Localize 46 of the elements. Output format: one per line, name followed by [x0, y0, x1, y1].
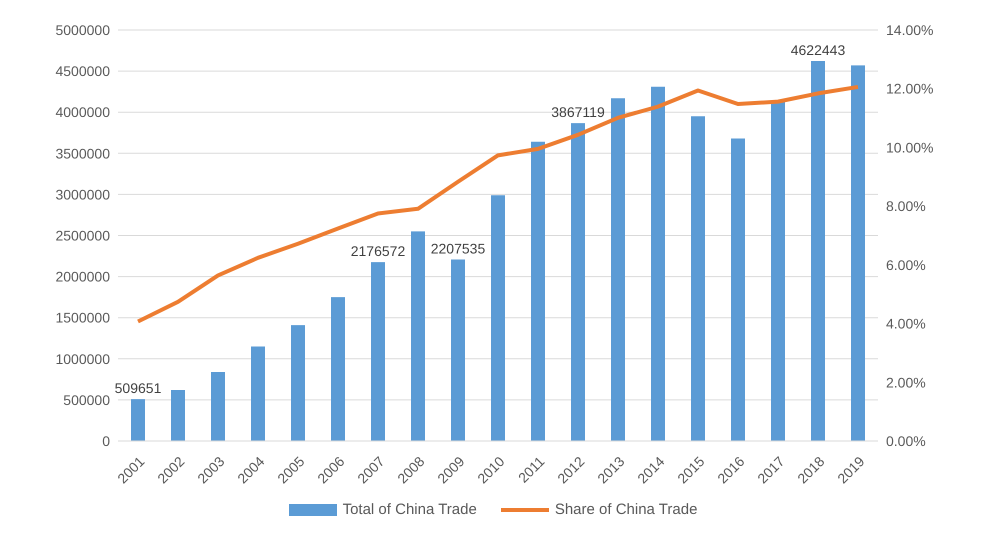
y2-tick-label: 0.00% — [886, 432, 926, 449]
y2-tick-label: 6.00% — [886, 256, 926, 273]
y-tick-label: 1500000 — [55, 310, 110, 326]
y-tick-label: 5000000 — [55, 22, 110, 38]
y2-tick-label: 2.00% — [886, 374, 926, 390]
y2-tick-label: 4.00% — [886, 316, 926, 332]
bar — [411, 231, 425, 441]
legend-label: Total of China Trade — [342, 501, 477, 518]
bar — [651, 86, 665, 441]
bar — [851, 65, 865, 441]
bar — [171, 390, 185, 441]
y-tick-label: 4000000 — [55, 104, 110, 120]
data-label: 2176572 — [350, 243, 406, 260]
bar — [131, 399, 145, 441]
bar — [771, 100, 785, 441]
bar — [371, 262, 385, 441]
legend-label: Share of China Trade — [554, 501, 698, 518]
y2-tick-label: 8.00% — [886, 198, 926, 214]
bar — [811, 61, 825, 441]
bar — [291, 325, 305, 441]
data-label: 4622443 — [790, 42, 846, 58]
bar — [611, 98, 625, 441]
y-tick-label: 3000000 — [55, 186, 110, 202]
y-tick-label: 3500000 — [55, 145, 110, 162]
y-tick-label: 2500000 — [55, 227, 110, 244]
y-tick-label: 500000 — [63, 392, 110, 408]
line-series — [136, 84, 860, 324]
y2-tick-label: 12.00% — [886, 80, 934, 97]
bar — [491, 195, 505, 441]
bar — [451, 260, 465, 441]
bar — [251, 346, 265, 441]
y-tick-label: 1000000 — [55, 350, 110, 367]
y-tick-label: 2000000 — [55, 268, 110, 285]
y2-tick-label: 10.00% — [886, 139, 934, 156]
y-tick-label: 4500000 — [55, 63, 110, 80]
bar — [571, 123, 585, 441]
y-tick-label: 0 — [102, 432, 110, 449]
bar — [691, 116, 705, 441]
bar — [331, 297, 345, 441]
bar — [211, 372, 225, 441]
data-label: 509651 — [114, 380, 162, 396]
data-label: 2207535 — [430, 240, 486, 257]
bar — [731, 138, 745, 441]
y2-tick-label: 14.00% — [886, 22, 934, 38]
data-label: 3867119 — [551, 104, 605, 120]
bar — [531, 142, 545, 441]
